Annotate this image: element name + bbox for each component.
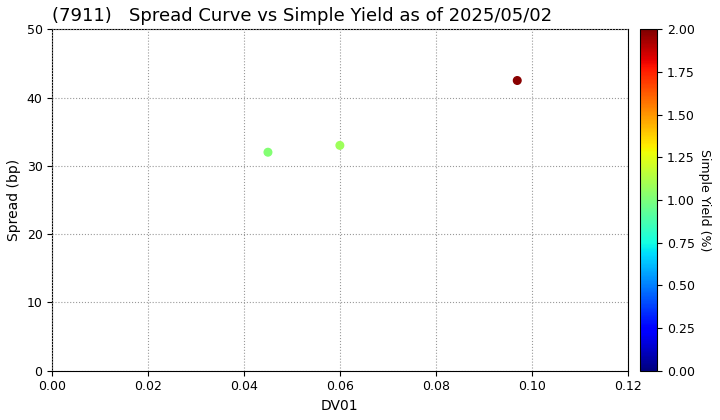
X-axis label: DV01: DV01 xyxy=(321,399,359,413)
Point xyxy=(334,142,346,149)
Text: (7911)   Spread Curve vs Simple Yield as of 2025/05/02: (7911) Spread Curve vs Simple Yield as o… xyxy=(53,7,552,25)
Y-axis label: Simple Yield (%): Simple Yield (%) xyxy=(698,149,711,251)
Point xyxy=(511,77,523,84)
Point xyxy=(262,149,274,155)
Y-axis label: Spread (bp): Spread (bp) xyxy=(7,159,21,241)
